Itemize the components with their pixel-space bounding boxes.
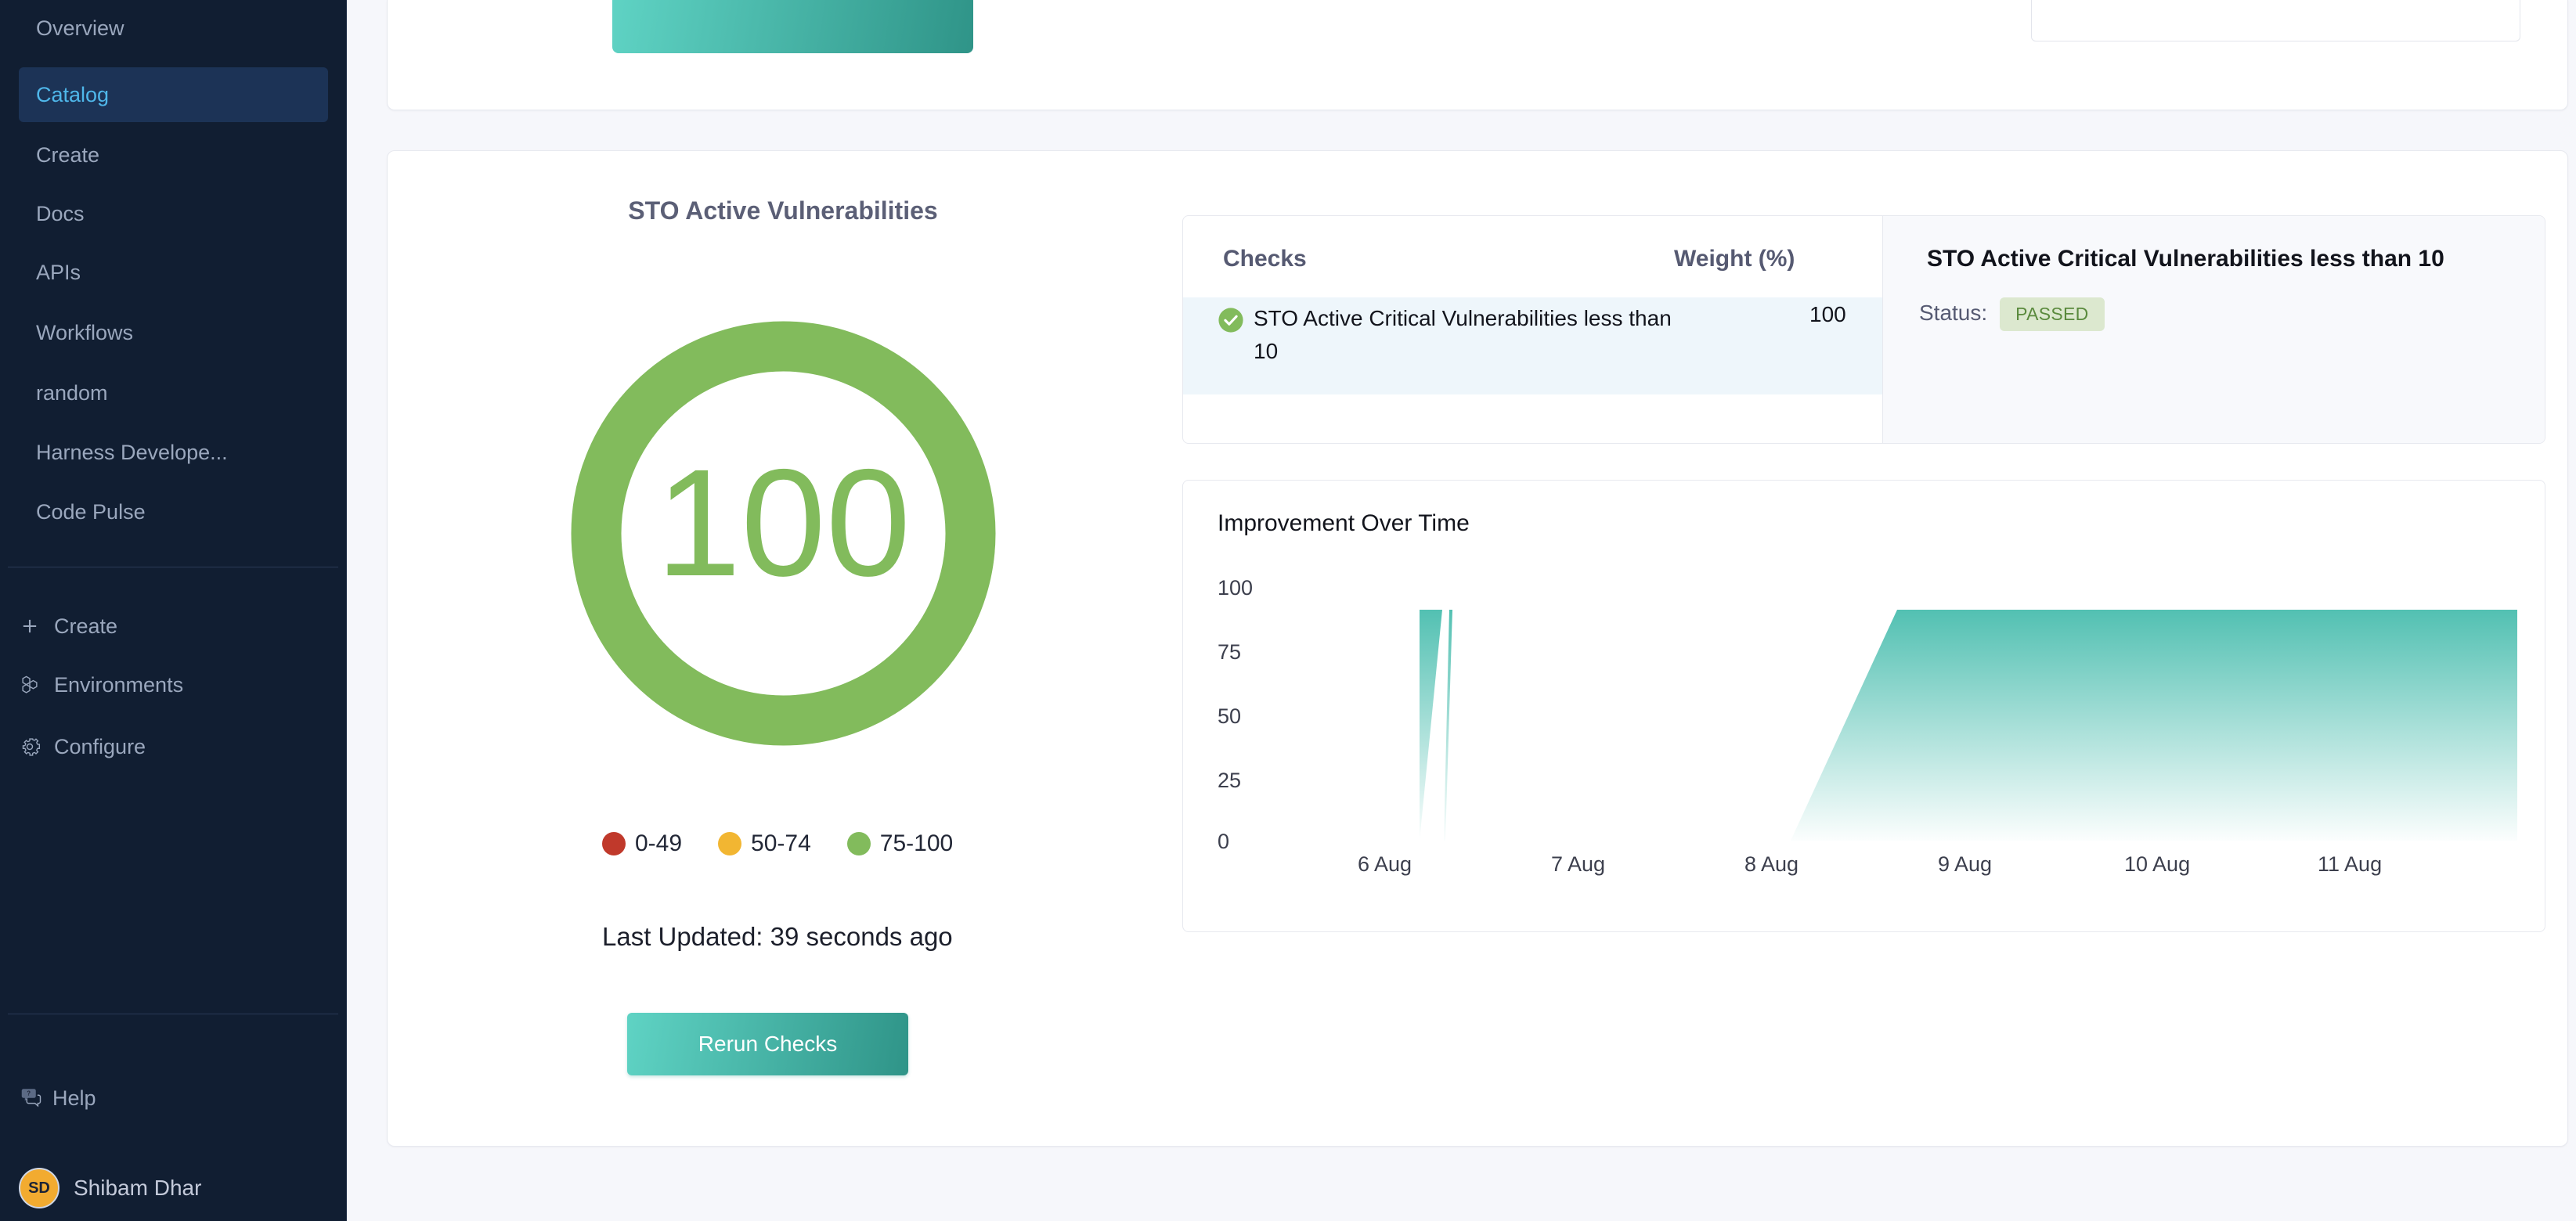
svg-text:?: ? — [27, 1090, 31, 1097]
svg-text:100: 100 — [656, 438, 911, 608]
